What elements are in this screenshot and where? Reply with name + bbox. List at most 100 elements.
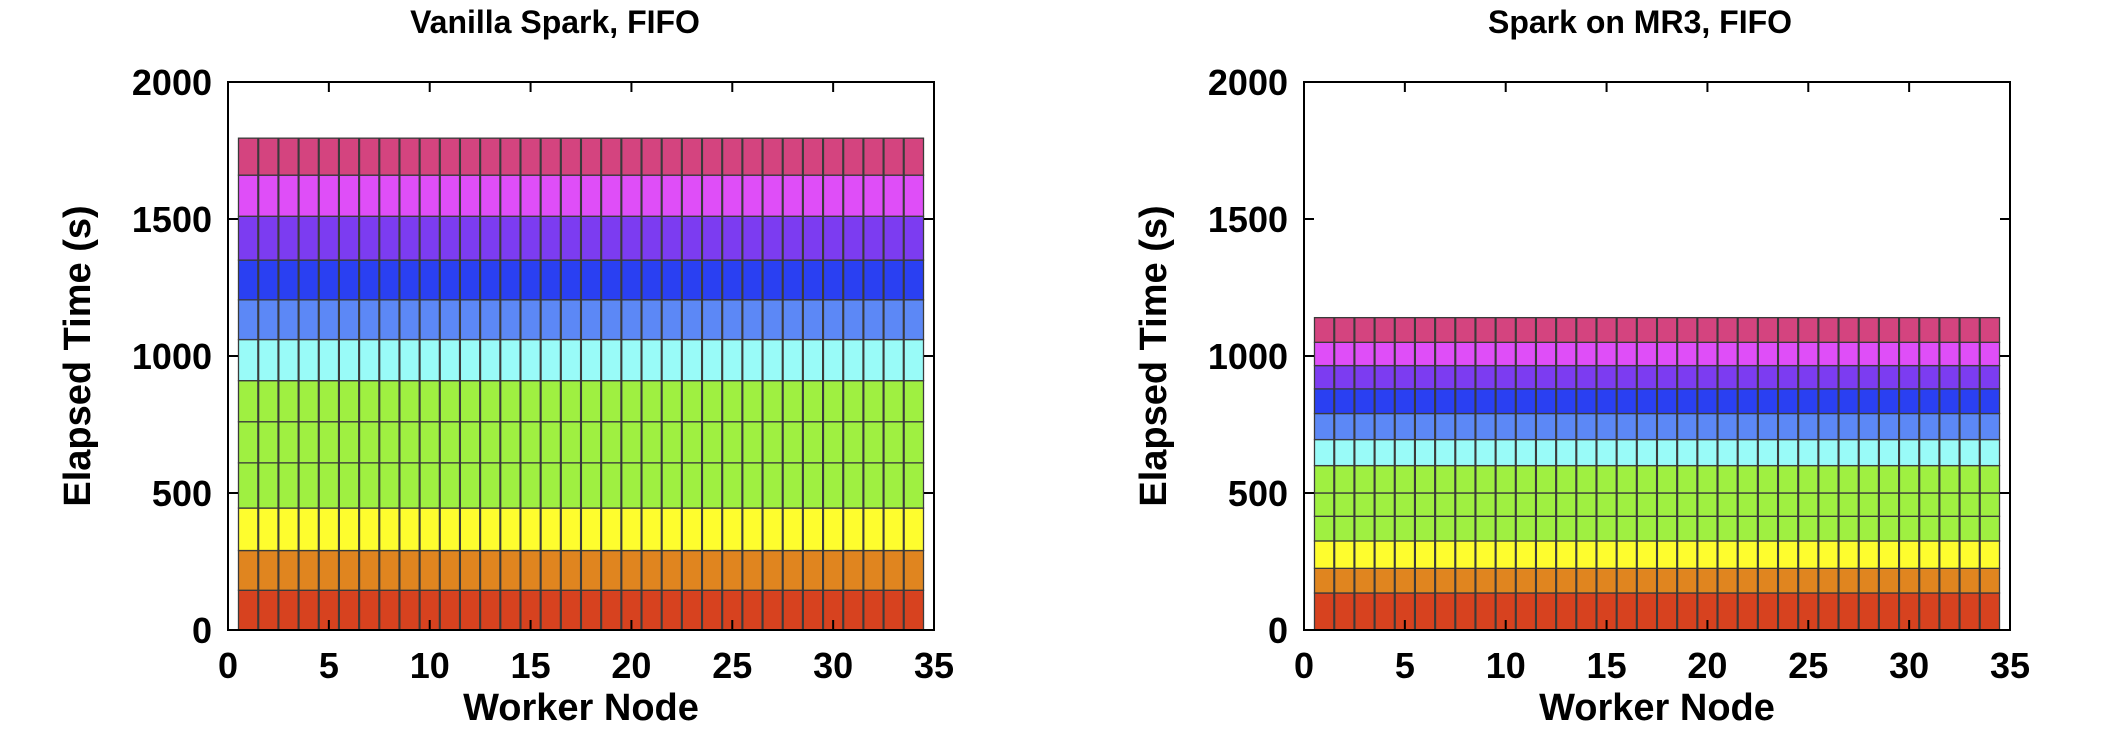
x-tick-label: 25 [1788,645,1828,686]
bar-segment [459,259,481,301]
bar-segment [701,299,723,341]
bar-segment [1676,412,1698,441]
bar-segment [1434,316,1456,343]
bar-segment [1979,438,2001,467]
bar-segment [641,259,662,301]
bar-segment [1535,438,1557,467]
bar-segment [1656,412,1678,441]
bar-segment [1334,567,1355,594]
bar-segment [1918,567,1940,594]
bar-segment [883,259,904,301]
bar-segment [379,380,400,423]
bar-segment [802,462,824,509]
bar-segment [318,174,340,217]
bar-segment [1374,364,1396,390]
bar-segment [520,259,541,301]
bar-segment [641,421,662,464]
bar-segment [641,338,662,382]
bar-segment [560,338,582,382]
bar-segment [1475,341,1496,367]
bar-segment [258,299,279,341]
bar-segment [459,215,481,261]
bar-segment [1898,540,1920,570]
bar-segment [1455,388,1476,415]
bar-segment [1858,341,1880,367]
bar-segment [1676,540,1698,570]
bar-segment [459,174,481,217]
bar-segment [540,338,562,382]
bar-segment [863,299,884,341]
bar-segment [1818,316,1839,343]
bar-segment [1334,540,1355,570]
bar-segment [863,259,884,301]
bar-segment [459,549,481,591]
x-tick-label: 35 [914,645,954,686]
bar-segment [842,421,864,464]
bar-segment [479,462,501,509]
x-tick-label: 0 [218,645,238,686]
bar-segment [782,421,804,464]
bar-segment [439,338,461,382]
bar-segment [903,549,925,591]
bar-segment [1616,341,1638,367]
bar-segment [278,137,299,176]
bar-segment [1939,412,1960,441]
bar-segment [1697,492,1718,517]
bar-segment [500,137,521,176]
bar-segment [479,174,501,217]
bar-segment [822,174,844,217]
bar-segment [1878,364,1900,390]
bar-segment [1898,515,1920,542]
bar-segment [500,421,521,464]
bar-segment [1959,492,1980,517]
bar-segment [1636,388,1658,415]
bar-segment [1777,567,1799,594]
bar-segment [903,338,925,382]
bar-segment [500,589,521,631]
bar-segment [237,462,259,509]
bar-segment [1616,592,1638,631]
bar-segment [600,462,622,509]
bar-segment [338,259,360,301]
bar-segment [439,174,461,217]
y-tick-label: 1500 [1208,199,1288,240]
bar-segment [1515,567,1537,594]
bar-segment [661,462,683,509]
bar-segment [600,259,622,301]
bar-segment [600,507,622,552]
bar-segment [1495,341,1517,367]
bar-segment [1697,464,1718,494]
bar-segment [1717,364,1738,390]
bar-segment [742,421,763,464]
bar-segment [1414,567,1436,594]
bar-segment [701,421,723,464]
bar-segment [520,421,541,464]
bar-segment [1475,438,1496,467]
bar-segment [903,421,925,464]
bar-segment [237,174,259,217]
bar-segment [1858,492,1880,517]
bar-segment [1313,515,1335,542]
bar-segment [641,549,662,591]
bar-segment [1334,388,1355,415]
bar-segment [1475,464,1496,494]
bar-segment [1717,515,1738,542]
bar-segment [600,174,622,217]
bar-segment [1939,492,1960,517]
bar-segment [1656,540,1678,570]
bar-segment [842,137,864,176]
bar-segment [1495,316,1517,343]
bar-segment [1455,567,1476,594]
bar-segment [1959,592,1980,631]
bar-segment [1535,412,1557,441]
bar-segment [459,299,481,341]
bar-segment [863,589,884,631]
bar-segment [1797,341,1819,367]
bar-segment [802,549,824,591]
bar-segment [1596,316,1617,343]
bar-segment [1394,515,1416,542]
bar-segment [1475,316,1496,343]
bar-segment [782,174,804,217]
bar-segment [459,421,481,464]
bar-segment [1777,592,1799,631]
